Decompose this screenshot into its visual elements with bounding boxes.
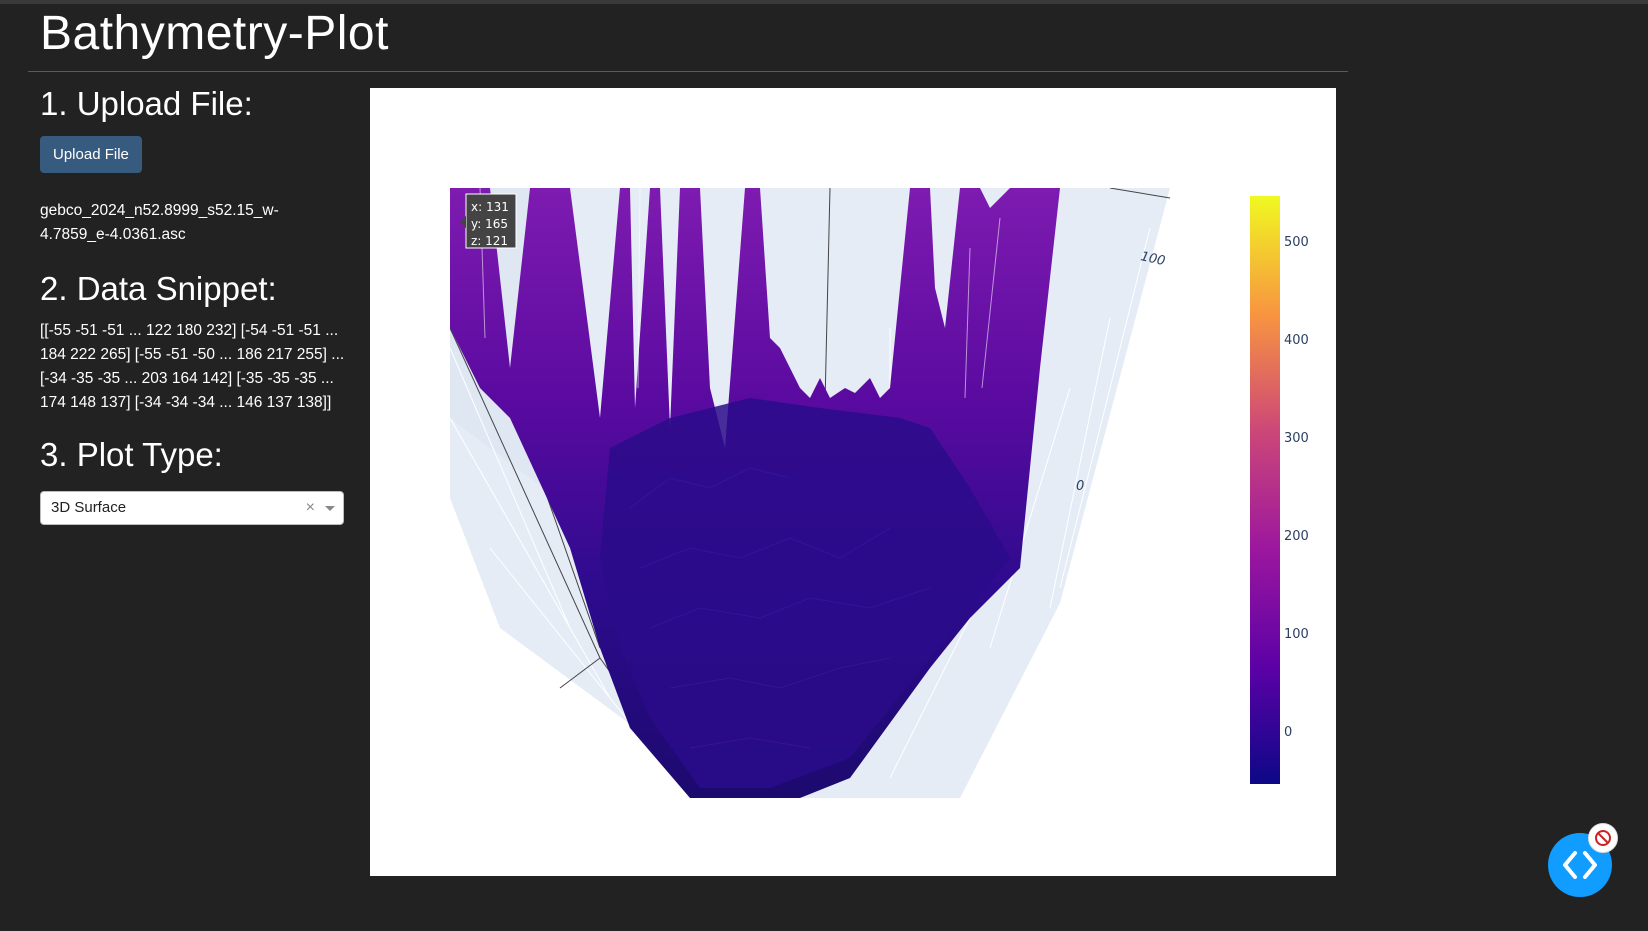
tooltip-x: x: 131 [471,200,509,214]
upload-heading: 1. Upload File: [40,85,253,122]
plot-type-heading: 3. Plot Type: [40,436,223,473]
plot-panel[interactable]: 100 0 x: 131 y: 165 z: 121 500 400 300 2… [370,88,1336,876]
tooltip-y: y: 165 [471,217,508,231]
colorbar-tick-label: 500 [1284,235,1309,250]
colorbar-tick-label: 300 [1284,431,1309,446]
chevron-down-icon[interactable] [325,506,335,511]
axis-tick-label: 100 [1139,249,1166,269]
no-entry-icon [1595,830,1611,846]
axis-tick-label: 0 [1076,479,1084,494]
code-brackets-icon [1563,851,1597,879]
title-divider [28,71,1348,72]
hover-tooltip: x: 131 y: 165 z: 121 [460,193,517,249]
colorbar-tick-label: 0 [1284,725,1292,740]
basin-texture [629,467,931,749]
app-title: Bathymetry-Plot [40,7,389,60]
no-entry-badge[interactable] [1588,823,1618,853]
plot-type-selected-value: 3D Surface [51,499,127,516]
scene-3d[interactable] [450,188,1171,798]
data-snippet-text: [[-55 -51 -51 ... 122 180 232] [-54 -51 … [40,322,345,411]
colorbar-tick-label: 100 [1284,627,1309,642]
clear-icon[interactable]: × [305,499,315,516]
colorbar-tick-label: 200 [1284,529,1309,544]
plot-type-dropdown[interactable]: 3D Surface × [40,491,344,525]
basin-floor [600,398,1010,788]
data-snippet-heading: 2. Data Snippet: [40,270,277,307]
sidebar: 1. Upload File: Upload File gebco_2024_n… [40,84,350,525]
colorbar-ticks: 500 400 300 200 100 0 [1284,235,1309,740]
surface-plot[interactable]: 100 0 x: 131 y: 165 z: 121 500 400 300 2… [370,88,1336,876]
top-border [0,0,1648,4]
colorbar-tick-label: 400 [1284,333,1309,348]
upload-file-button[interactable]: Upload File [40,136,142,173]
uploaded-filename: gebco_2024_n52.8999_s52.15_w-4.7859_e-4.… [40,202,279,243]
colorbar [1250,196,1280,784]
tooltip-z: z: 121 [471,234,508,248]
